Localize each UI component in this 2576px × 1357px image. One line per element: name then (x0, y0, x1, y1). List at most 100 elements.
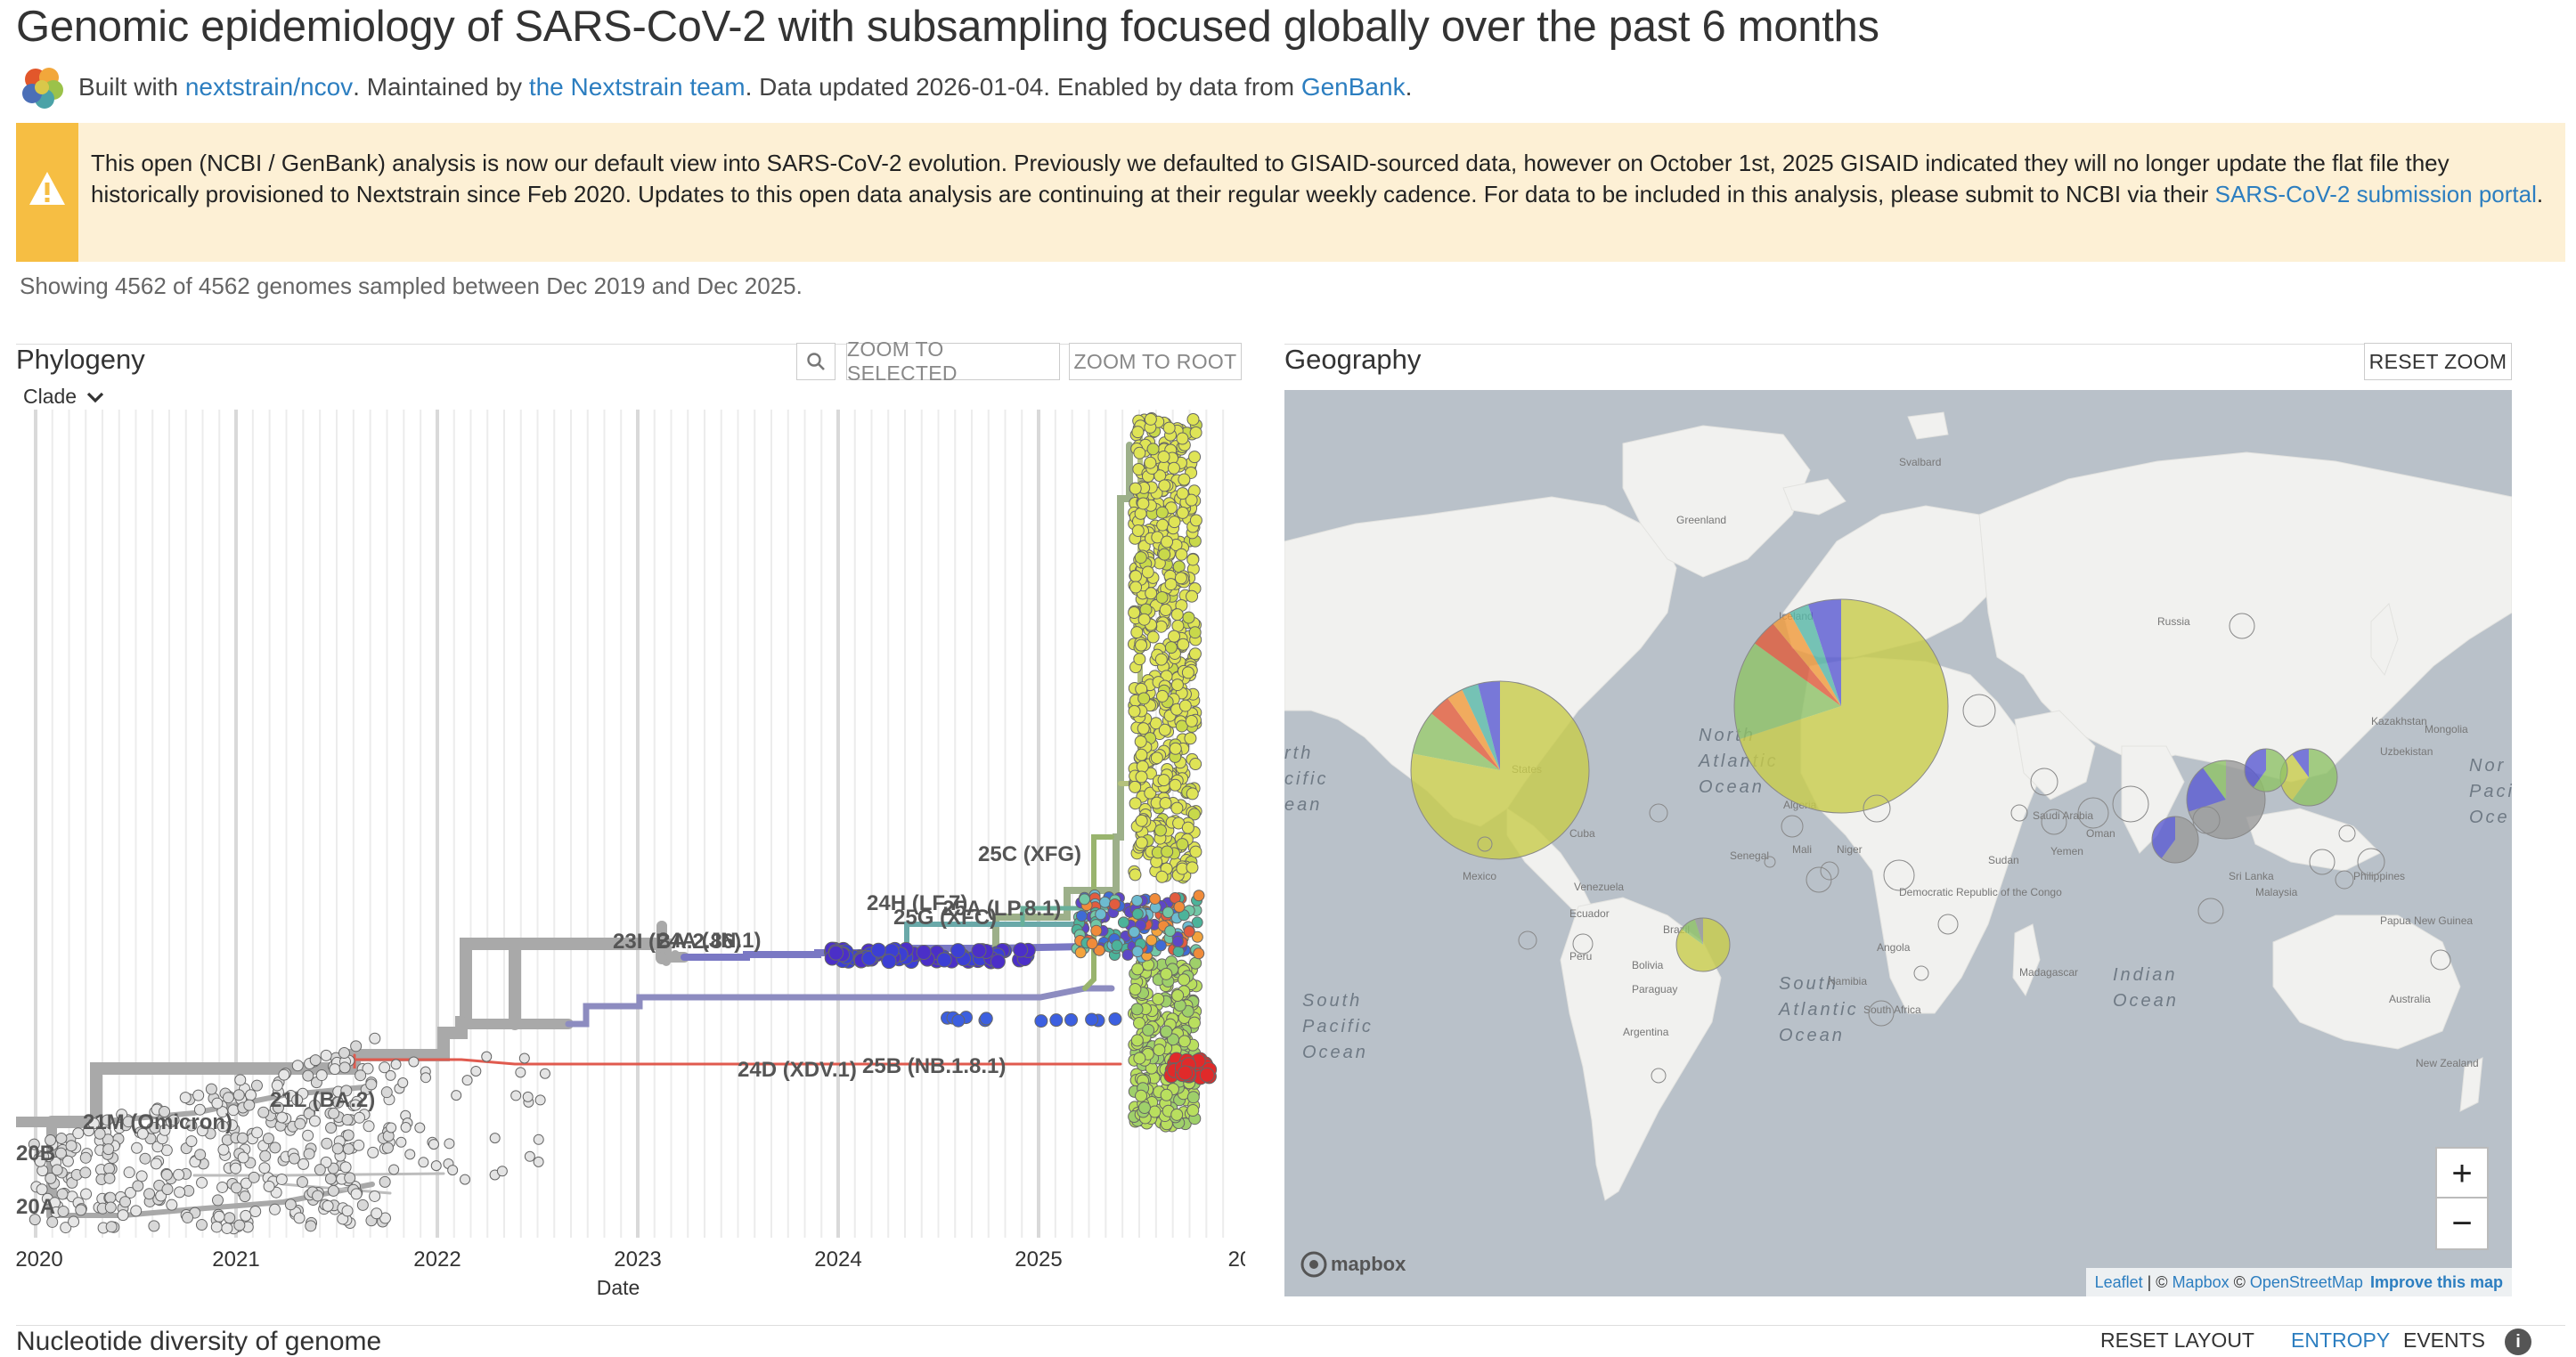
tree-tip (324, 1173, 337, 1185)
map-pie[interactable] (2041, 809, 2067, 835)
byline-end: . (1405, 73, 1413, 101)
map-place-label: Democratic Republic of the Congo (1899, 886, 2062, 898)
map-pie[interactable] (1675, 917, 1731, 972)
map-pie[interactable] (2357, 848, 2385, 876)
geography-map[interactable]: SvalbardGreenlandIcelandRussiaKazakhstan… (1284, 390, 2512, 1296)
map-pie-outline (1883, 859, 1915, 891)
tree-tip (308, 1099, 321, 1111)
tree-tip (1182, 611, 1195, 624)
tree-tip (1121, 948, 1134, 961)
entropy-tab[interactable]: ENTROPY (2291, 1329, 2391, 1352)
map-pie[interactable] (1781, 815, 1804, 838)
reset-layout-button[interactable]: RESET LAYOUT (2100, 1329, 2254, 1352)
map-pie[interactable] (1518, 930, 1537, 950)
map-pie[interactable] (1764, 856, 1776, 868)
map-pie[interactable] (1962, 694, 1996, 727)
map-pie[interactable] (2077, 797, 2109, 829)
build-link[interactable]: nextstrain/ncov (184, 73, 354, 101)
tree-tip (161, 1183, 174, 1196)
color-by-dropdown[interactable]: Clade (23, 385, 105, 409)
map-pie[interactable] (2309, 849, 2336, 875)
map-pie[interactable] (2335, 870, 2354, 890)
improve-map-link[interactable]: Improve this map (2369, 1272, 2503, 1291)
map-pie[interactable] (2338, 825, 2356, 842)
tree-tip (510, 1090, 522, 1101)
map-pie[interactable] (2112, 785, 2149, 823)
tree-tip (257, 1106, 270, 1118)
map-pie[interactable] (1863, 794, 1891, 823)
submission-portal-link[interactable]: SARS-CoV-2 submission portal (2214, 181, 2537, 207)
map-pie[interactable] (1883, 859, 1915, 891)
tree-tip (533, 1156, 544, 1167)
zoom-search-button[interactable] (796, 343, 836, 380)
tree-tip (1178, 699, 1192, 712)
leaflet-link[interactable]: Leaflet (2094, 1272, 2143, 1291)
magnifier-icon (807, 353, 825, 370)
map-zoom-in-button[interactable]: + (2435, 1147, 2489, 1200)
map-pie[interactable] (2430, 949, 2451, 971)
map-pie[interactable] (1477, 836, 1493, 852)
map-pie-slice (1694, 918, 1703, 945)
map-pie[interactable] (1913, 965, 1929, 981)
tree-tip (104, 1201, 117, 1214)
team-link[interactable]: the Nextstrain team (528, 73, 746, 101)
map-pie[interactable] (2244, 748, 2288, 792)
map-zoom-out-button[interactable]: − (2435, 1197, 2489, 1250)
mapbox-link[interactable]: Mapbox (2172, 1272, 2230, 1291)
map-pie[interactable] (1733, 598, 1949, 814)
tree-tip (1158, 548, 1171, 561)
tree-tip (1129, 982, 1142, 995)
openstreetmap-link[interactable]: OpenStreetMap (2249, 1272, 2363, 1291)
tree-tip (1155, 506, 1169, 519)
map-pie[interactable] (1649, 803, 1668, 823)
map-place-label: Sudan (1988, 854, 2019, 866)
map-pie[interactable] (1820, 861, 1839, 881)
tree-tip (1131, 426, 1145, 439)
tree-tip (1164, 925, 1177, 938)
tree-tip (288, 1152, 300, 1165)
map-pie-outline (1764, 856, 1776, 868)
tree-tip (1136, 760, 1149, 773)
tree-tip (951, 1013, 966, 1028)
tree-tip (1134, 735, 1147, 748)
tree-tip (518, 1052, 530, 1064)
tree-tip (1189, 426, 1202, 439)
mapbox-logo[interactable]: mapbox (1300, 1247, 1406, 1282)
genbank-link[interactable]: GenBank (1300, 73, 1406, 101)
reset-zoom-button[interactable]: RESET ZOOM (2364, 343, 2512, 380)
map-pie[interactable] (1868, 1000, 1895, 1027)
byline: Built with nextstrain/ncov . Maintained … (20, 62, 1412, 112)
map-pie[interactable] (1651, 1068, 1667, 1084)
map-pie[interactable] (2197, 898, 2224, 924)
tree-tip (148, 1220, 160, 1232)
tree-tip (1133, 446, 1146, 459)
map-pie[interactable] (2192, 806, 2221, 834)
map-pie[interactable] (2010, 804, 2028, 822)
map-pie[interactable] (2030, 768, 2058, 796)
map-pie[interactable] (2151, 816, 2199, 864)
map-pie[interactable] (1572, 933, 1594, 955)
page-title: Genomic epidemiology of SARS-CoV-2 with … (16, 3, 1879, 51)
map-pie-slice (2161, 817, 2198, 863)
map-pie-outline (2041, 809, 2067, 835)
tree-tip (1178, 473, 1191, 486)
byline-updated: . Data updated 2026-01-04. Enabled by da… (745, 73, 1295, 101)
map-pie[interactable] (2229, 613, 2255, 639)
zoom-to-root-button[interactable]: ZOOM TO ROOT (1069, 343, 1242, 380)
tree-tip (1170, 608, 1184, 622)
map-pie[interactable] (2279, 748, 2338, 807)
events-tab[interactable]: EVENTS (2403, 1329, 2486, 1352)
map-pie[interactable] (1937, 914, 1959, 935)
x-tick-label: 2022 (413, 1247, 461, 1272)
tree-tip (276, 1111, 289, 1124)
tree-branch (565, 985, 1115, 1028)
map-pie[interactable] (1410, 680, 1590, 860)
map-pie-outline (1962, 694, 1996, 727)
tree-tip (1173, 901, 1186, 914)
tree-tip (1128, 926, 1140, 939)
map-pie[interactable] (2186, 760, 2266, 840)
zoom-to-selected-button[interactable]: ZOOM TO SELECTED (846, 337, 1060, 385)
info-icon[interactable]: i (2505, 1329, 2531, 1355)
tree-tip (222, 1092, 234, 1104)
tree-tip (340, 1085, 353, 1097)
